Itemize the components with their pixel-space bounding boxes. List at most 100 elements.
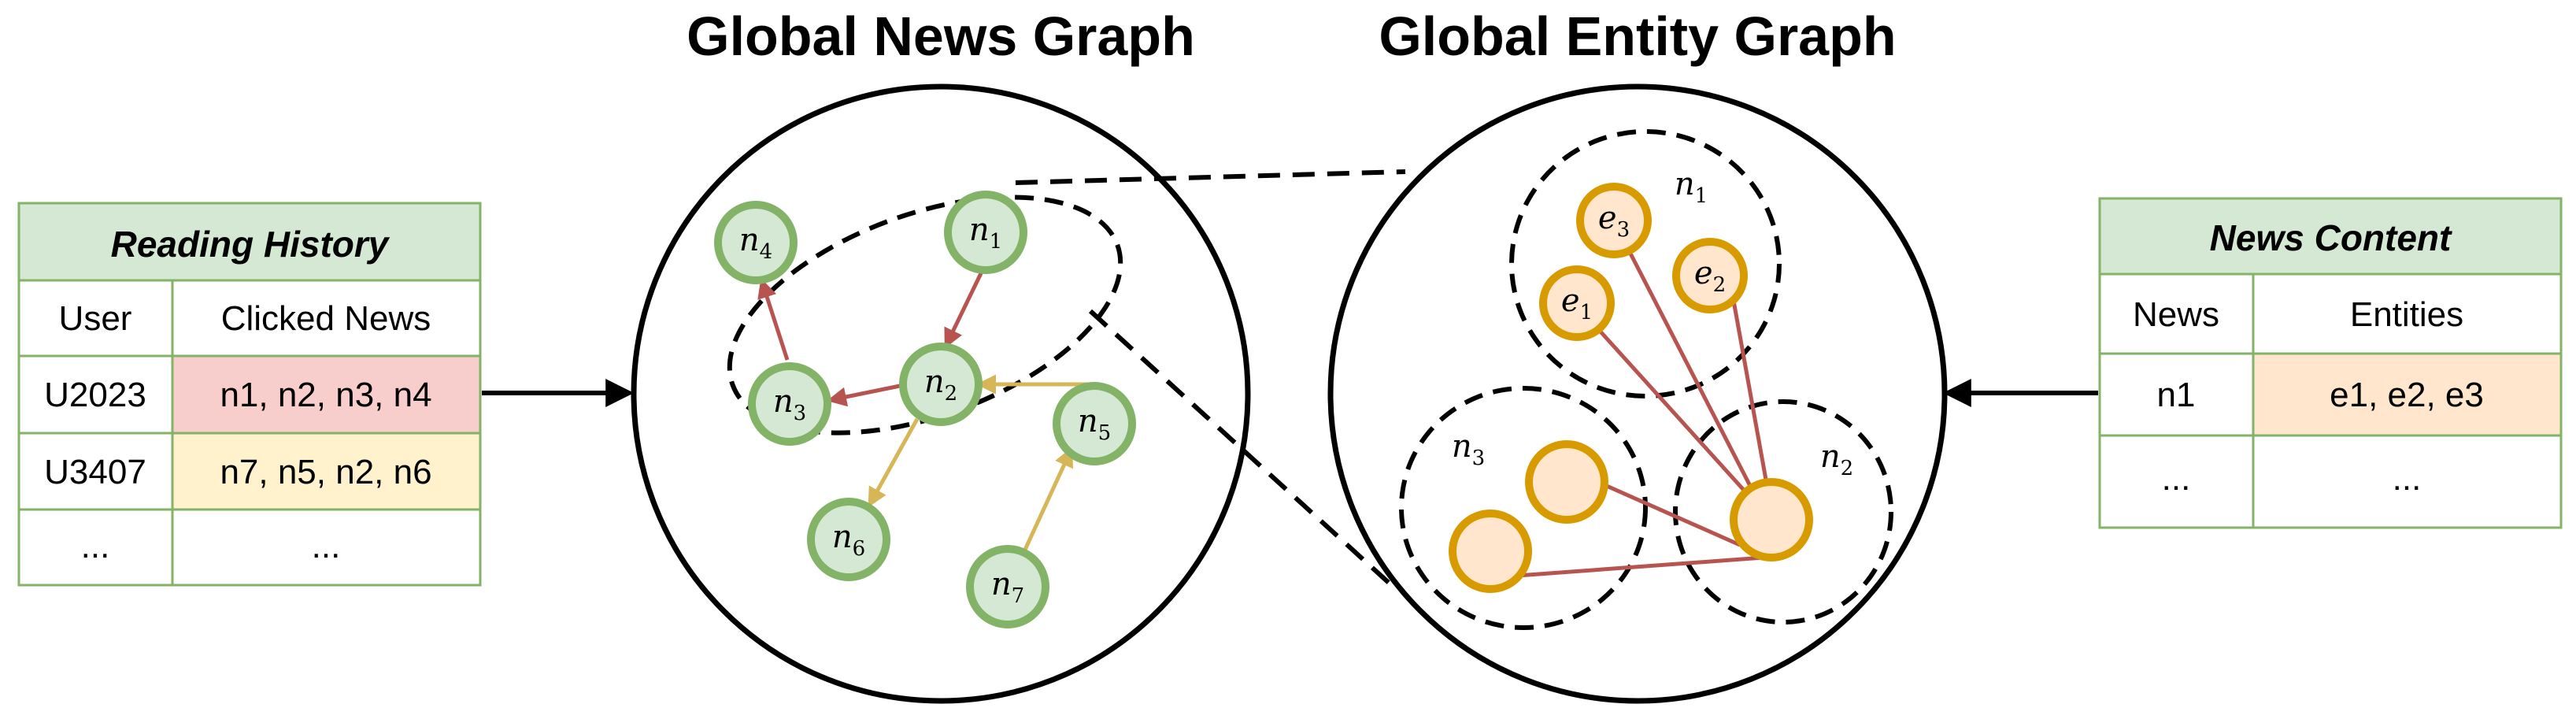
cluster-label-n2-sym: n	[1820, 439, 1841, 475]
news-node-n3-circle	[748, 362, 831, 446]
rh-row1-user: U2023	[44, 376, 146, 414]
news-node-n4-sym: n	[739, 222, 760, 258]
rh-title: Reading History	[111, 224, 390, 265]
cluster-label-n1-sym: n	[1675, 166, 1695, 202]
nc-row1-entities-cell	[2252, 352, 2563, 437]
news-node-n1-sym: n	[969, 212, 990, 248]
svg-text:e1: e1	[1561, 283, 1593, 324]
entity-node-unlabeled-a	[1525, 440, 1608, 524]
entity-cluster-n1	[1509, 129, 1782, 398]
entity-cluster-n3	[1399, 386, 1648, 630]
news-node-n7-circle	[966, 545, 1049, 628]
svg-text:n2: n2	[924, 364, 957, 406]
entity-graph-circle	[1327, 83, 1948, 704]
rh-row1-clicked: n1, n2, n3, n4	[220, 376, 431, 414]
svg-text:n6: n6	[832, 519, 865, 561]
svg-text:n4: n4	[739, 222, 772, 264]
entity-node-e1-circle	[1539, 265, 1615, 341]
svg-text:n3: n3	[773, 384, 806, 425]
entity-graph-title: Global Entity Graph	[1379, 6, 1896, 67]
edge-n2-n6	[868, 417, 920, 508]
news-node-n6: n6	[807, 498, 890, 581]
cluster-label-n1: n1	[1675, 166, 1708, 208]
nc-col-header-entities	[2252, 272, 2563, 355]
cluster-label-n3: n3	[1452, 428, 1485, 470]
news-node-n7-sym: n	[991, 566, 1012, 602]
news-node-n2-sub: 2	[945, 382, 958, 406]
news-graph-circle	[631, 83, 1251, 704]
news-node-n4: n4	[714, 201, 798, 284]
rh-row3-user: ...	[81, 527, 110, 565]
cluster-label-n1-sub: 1	[1695, 184, 1708, 208]
rh-header-bg	[17, 202, 482, 282]
nc-row1-entities: e1, e2, e3	[2330, 376, 2484, 414]
rh-row3-clicked: ...	[312, 527, 341, 565]
entity-node-e1: e1	[1539, 265, 1615, 341]
news-node-n7-sub: 7	[1012, 584, 1025, 608]
news-node-n2-sym: n	[924, 364, 945, 400]
edge-a-center	[1593, 478, 1741, 547]
reading-history-table: Reading History User Clicked News U2023 …	[17, 202, 482, 587]
news-node-n5-sym: n	[1078, 403, 1098, 439]
nc-row2-entities-cell	[2252, 434, 2563, 529]
edge-e3-center	[1627, 250, 1766, 513]
rh-col-header-clicked	[171, 279, 482, 358]
rh-row2-user-cell	[17, 432, 174, 511]
rh-row2-clicked: n7, n5, n2, n6	[220, 453, 431, 491]
cluster-label-n3-sym: n	[1452, 428, 1472, 465]
news-node-n1-sub: 1	[990, 230, 1003, 254]
news-node-n5-sub: 5	[1098, 421, 1112, 445]
news-node-n1: n1	[944, 191, 1027, 274]
cluster-label-n2-sub: 2	[1841, 457, 1854, 480]
edge-n1-n2	[944, 270, 984, 349]
nc-header-news: News	[2133, 295, 2219, 334]
rh-header-clicked: Clicked News	[221, 299, 431, 338]
edge-e2-center	[1731, 300, 1770, 489]
news-node-n5-circle	[1053, 382, 1136, 465]
entity-node-e3-circle	[1576, 183, 1652, 258]
entity-node-e2: e2	[1672, 238, 1748, 313]
entity-node-e1-sym: e	[1561, 283, 1580, 319]
entity-node-e2-sym: e	[1694, 255, 1713, 291]
edge-b-center	[1495, 555, 1764, 580]
news-graph-title: Global News Graph	[687, 6, 1195, 67]
cluster-label-n2: n2	[1820, 439, 1853, 480]
news-node-n6-circle	[807, 498, 890, 581]
entity-node-unlabeled-b	[1449, 510, 1532, 593]
svg-text:n7: n7	[991, 566, 1024, 608]
rh-row3-clicked-cell	[171, 508, 482, 587]
entity-node-e3-sym: e	[1598, 200, 1617, 236]
news-node-n3-sub: 3	[794, 402, 807, 425]
rh-row3-user-cell	[17, 508, 174, 587]
news-node-n1-circle	[944, 191, 1027, 274]
entity-node-e3: e3	[1576, 183, 1652, 258]
news-node-n7: n7	[966, 545, 1049, 628]
news-node-n6-sub: 6	[853, 537, 866, 561]
nc-header-bg	[2098, 197, 2563, 276]
news-node-n2-circle	[899, 343, 983, 426]
entity-cluster-n2	[1673, 399, 1893, 624]
svg-text:n5: n5	[1078, 403, 1111, 445]
nc-title: News Content	[2210, 217, 2452, 258]
entity-node-e1-sub: 1	[1580, 301, 1593, 324]
news-node-n3-sym: n	[773, 384, 794, 420]
rh-header-user: User	[59, 299, 132, 338]
news-node-n5: n5	[1053, 382, 1136, 465]
news-node-n2: n2	[899, 343, 983, 426]
entity-node-e2-sub: 2	[1713, 273, 1727, 297]
zoom-line-top	[1015, 169, 1406, 185]
edge-e1-center	[1598, 329, 1765, 513]
nc-row2-entities: ...	[2393, 459, 2422, 498]
nc-header-entities: Entities	[2350, 295, 2463, 334]
rh-row2-user: U3407	[44, 453, 146, 491]
svg-text:e2: e2	[1694, 255, 1726, 297]
rh-col-header-user	[17, 279, 174, 358]
svg-text:n1: n1	[969, 212, 1002, 254]
svg-text:e3: e3	[1598, 200, 1630, 242]
edge-n7-n5	[1023, 447, 1073, 551]
nc-row2-news: ...	[2162, 459, 2191, 498]
news-content-table: News Content News Entities n1 e1, e2, e3…	[2098, 197, 2563, 529]
news-node-n4-circle	[714, 201, 798, 284]
cluster-label-n3-sub: 3	[1472, 447, 1486, 470]
